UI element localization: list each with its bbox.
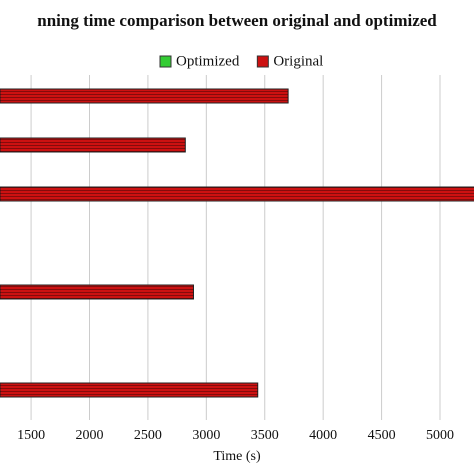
legend-swatch (256, 55, 269, 68)
x-tick-label: 5000 (426, 428, 454, 443)
x-tick-label: 4000 (309, 428, 337, 443)
x-tick-label: 2500 (134, 428, 162, 443)
x-tick-label: 4500 (368, 428, 396, 443)
x-tick-label: 3500 (251, 428, 279, 443)
bar-hatch (0, 89, 289, 103)
bar-hatch (0, 187, 474, 201)
x-tick-label: 3000 (192, 428, 220, 443)
legend-label: Optimized (176, 53, 240, 69)
bar-hatch (0, 383, 258, 397)
x-tick-label: 2000 (75, 428, 103, 443)
bar-hatch (0, 138, 186, 152)
legend-swatch (159, 55, 172, 68)
bar-hatch (0, 285, 194, 299)
x-axis-label: Time (s) (213, 449, 261, 464)
chart-title: nning time comparison between original a… (37, 11, 437, 30)
x-tick-label: 1500 (17, 428, 45, 443)
legend-label: Original (273, 53, 323, 69)
